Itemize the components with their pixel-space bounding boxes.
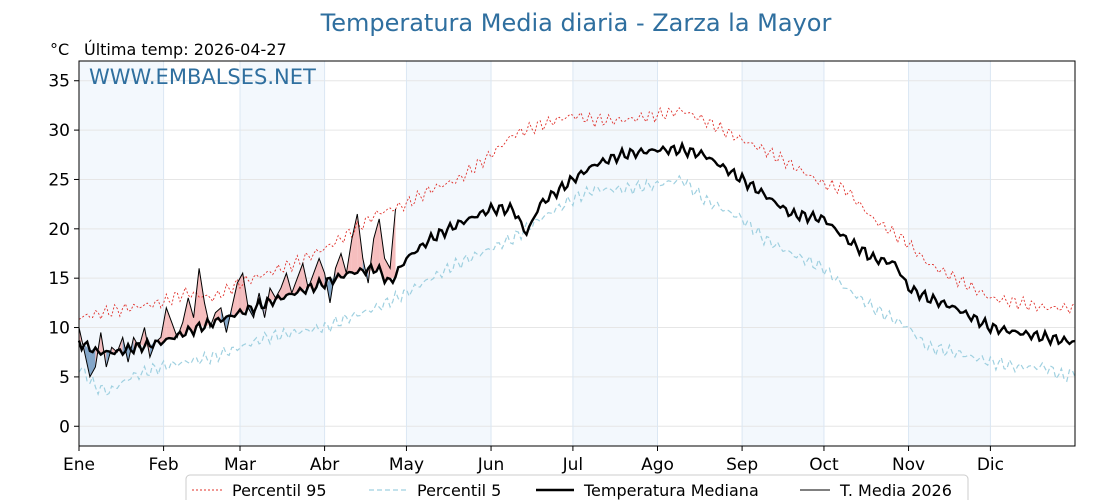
x-tick-label: May <box>389 455 424 475</box>
chart-title: Temperatura Media diaria - Zarza la Mayo… <box>320 9 832 37</box>
month-bands <box>79 61 991 446</box>
x-tick-label: Jun <box>477 455 505 475</box>
anomaly-fill-above <box>182 297 189 337</box>
legend-box <box>185 474 969 500</box>
x-tick-label: Dic <box>977 455 1004 475</box>
anomaly-fill-above <box>188 297 194 336</box>
anomaly-fill-above <box>280 273 287 300</box>
x-tick-label: Oct <box>809 455 839 475</box>
anomaly-fill-above <box>297 263 303 293</box>
y-tick-label: 10 <box>48 319 70 339</box>
series-lines <box>77 106 1076 397</box>
y-axis-unit: °C <box>50 40 69 59</box>
y-axis-ticks: 0 5 10 15 20 25 30 35 <box>48 72 79 437</box>
anomaly-fill-above <box>313 258 320 292</box>
legend-label: T. Media 2026 <box>839 481 952 500</box>
y-tick-label: 35 <box>48 72 70 92</box>
series-line-p5 <box>78 174 1076 397</box>
y-tick-label: 20 <box>48 220 70 240</box>
series-line-p95 <box>78 106 1076 321</box>
x-tick-label: Ene <box>63 455 95 475</box>
series-line-median <box>77 140 1076 357</box>
legend: Percentil 95 Percentil 5 Temperatura Media… <box>185 474 969 500</box>
month-band <box>572 61 658 446</box>
y-tick-label: 0 <box>59 417 70 437</box>
y-tick-label: 25 <box>48 170 70 190</box>
x-tick-label: Jul <box>562 455 584 475</box>
x-tick-label: Feb <box>149 455 179 475</box>
legend-label: Percentil 95 <box>232 481 327 500</box>
x-tick-label: Mar <box>224 455 256 475</box>
legend-label: Temperatura Mediana <box>583 481 759 500</box>
x-tick-label: Ago <box>641 455 674 475</box>
x-tick-label: Nov <box>892 455 925 475</box>
y-tick-label: 30 <box>48 121 70 141</box>
anomaly-fill-above <box>199 268 205 329</box>
y-tick-label: 5 <box>59 368 70 388</box>
month-band <box>742 61 824 446</box>
anomaly-fill-above <box>237 273 243 314</box>
anomaly-fill-below <box>89 347 96 377</box>
x-axis-ticks: Ene Feb Mar Abr May Jun Jul Ago Sep Oct Nov Dic <box>63 446 1004 475</box>
series-line-2026 <box>78 209 396 379</box>
y-tick-label: 15 <box>48 269 70 289</box>
month-band <box>239 61 325 446</box>
plot-frame <box>78 60 1076 447</box>
last-temp-label: Última temp: 2026-04-27 <box>84 40 287 59</box>
x-tick-label: Abr <box>310 455 339 475</box>
anomaly-fill-above <box>384 258 391 283</box>
legend-label: Percentil 5 <box>417 481 501 500</box>
x-tick-label: Sep <box>726 455 758 475</box>
month-band <box>908 61 991 446</box>
anomaly-fill-above <box>351 214 358 273</box>
anomaly-fill-above <box>373 218 380 273</box>
anomaly-fill-above <box>335 253 341 280</box>
watermark: WWW.EMBALSES.NET <box>89 65 316 89</box>
month-band <box>406 61 492 446</box>
month-band <box>79 61 164 446</box>
anomaly-fill-above <box>166 307 172 339</box>
